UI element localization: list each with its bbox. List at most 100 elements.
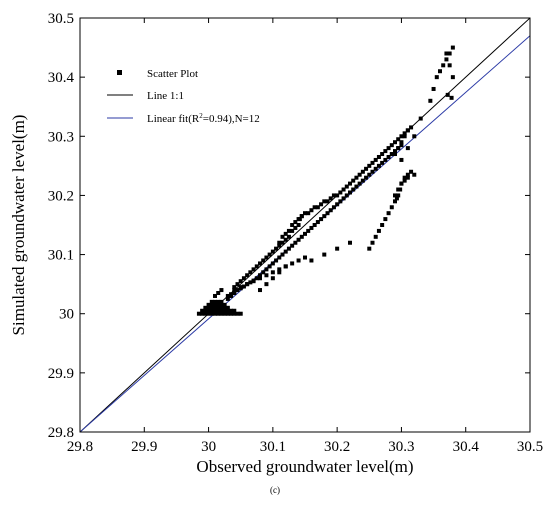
scatter-point xyxy=(312,205,317,210)
scatter-point xyxy=(213,305,217,310)
scatter-point xyxy=(444,51,449,56)
scatter-point xyxy=(376,154,381,159)
scatter-point xyxy=(309,258,314,263)
scatter-point xyxy=(270,276,275,281)
scatter-point xyxy=(222,308,227,313)
scatter-point xyxy=(348,240,352,245)
scatter-point xyxy=(328,208,333,213)
scatter-point xyxy=(309,208,314,213)
scatter-point xyxy=(393,199,397,204)
scatter-point xyxy=(283,231,288,236)
scatter-point xyxy=(274,246,279,251)
scatter-point xyxy=(338,199,343,204)
scatter-point xyxy=(383,217,388,222)
scatter-point xyxy=(398,187,403,192)
scatter-point xyxy=(360,178,365,183)
scatter-point xyxy=(450,45,455,50)
scatter-point xyxy=(206,302,211,307)
scatter-point xyxy=(402,175,407,180)
scatter-point xyxy=(219,305,224,310)
scatter-point xyxy=(216,305,221,310)
scatter-point xyxy=(389,205,394,210)
scatter-point xyxy=(367,163,372,168)
legend-fit-sup: 2 xyxy=(199,112,203,120)
scatter-point xyxy=(229,308,234,313)
scatter-point xyxy=(206,305,211,310)
scatter-point xyxy=(393,193,397,198)
scatter-point xyxy=(277,255,282,260)
scatter-point xyxy=(338,190,343,195)
x-axis: 29.8 29.9 30 30.1 30.2 30.3 30.4 30.5 xyxy=(67,18,543,455)
scatter-point xyxy=(322,252,327,257)
scatter-point xyxy=(213,311,217,316)
scatter-point xyxy=(232,308,237,313)
scatter-point xyxy=(216,299,221,304)
scatter-point xyxy=(409,169,414,174)
legend-scatter-label: Scatter Plot xyxy=(147,68,198,80)
scatter-point xyxy=(203,311,208,316)
scatter-point xyxy=(225,308,230,313)
scatter-points xyxy=(196,45,455,316)
scatter-point xyxy=(331,205,336,210)
scatter-point xyxy=(241,284,246,289)
scatter-point xyxy=(399,140,404,145)
scatter-point xyxy=(277,240,282,245)
scatter-point xyxy=(354,184,359,189)
scatter-point xyxy=(258,261,262,266)
scatter-point xyxy=(264,255,269,260)
scatter-point xyxy=(441,63,446,68)
scatter-point xyxy=(248,280,253,285)
scatter-point xyxy=(293,240,298,245)
scatter-point xyxy=(438,69,442,74)
scatter-point xyxy=(216,308,221,313)
scatter-point xyxy=(396,193,401,198)
scatter-point xyxy=(225,311,230,316)
scatter-point xyxy=(367,172,372,177)
x-tick-label: 30.2 xyxy=(324,439,350,455)
scatter-point xyxy=(360,169,365,174)
scatter-point xyxy=(405,172,410,177)
scatter-point xyxy=(402,178,407,183)
scatter-point xyxy=(412,134,417,139)
scatter-point xyxy=(235,311,240,316)
scatter-point xyxy=(335,202,340,207)
y-tick-label: 29.9 xyxy=(48,366,74,382)
scatter-point xyxy=(341,196,346,201)
scatter-point xyxy=(200,308,205,313)
scatter-point xyxy=(216,291,221,296)
scatter-point xyxy=(219,311,224,316)
scatter-point xyxy=(357,172,362,177)
scatter-point xyxy=(290,261,295,266)
scatter-point xyxy=(303,211,307,216)
y-tick-label: 30.1 xyxy=(48,248,74,264)
scatter-point xyxy=(293,220,298,225)
legend-fit-prefix: Linear fit(R xyxy=(147,113,200,125)
scatter-point xyxy=(209,311,214,316)
scatter-point xyxy=(431,86,436,91)
scatter-point xyxy=(206,308,211,313)
scatter-point xyxy=(245,282,250,287)
scatter-point xyxy=(232,285,237,290)
scatter-point xyxy=(280,252,285,257)
scatter-point xyxy=(209,305,214,310)
scatter-point xyxy=(394,196,399,201)
scatter-point xyxy=(322,214,327,219)
scatter-point xyxy=(229,311,234,316)
scatter-point xyxy=(245,273,250,278)
scatter-point xyxy=(296,217,301,222)
scatter-point xyxy=(232,290,237,295)
y-tick-label: 30 xyxy=(59,307,74,323)
scatter-point xyxy=(248,270,253,275)
scatter-point xyxy=(383,149,388,154)
scatter-point xyxy=(444,57,449,62)
scatter-point xyxy=(209,302,214,307)
scatter-point xyxy=(383,157,388,162)
scatter-point xyxy=(196,311,201,316)
scatter-point xyxy=(216,311,221,316)
x-axis-title: Observed groundwater level(m) xyxy=(196,457,413,476)
scatter-point xyxy=(348,190,352,195)
scatter-point xyxy=(434,75,439,80)
y-tick-label: 30.5 xyxy=(48,11,74,27)
scatter-point xyxy=(402,134,407,139)
